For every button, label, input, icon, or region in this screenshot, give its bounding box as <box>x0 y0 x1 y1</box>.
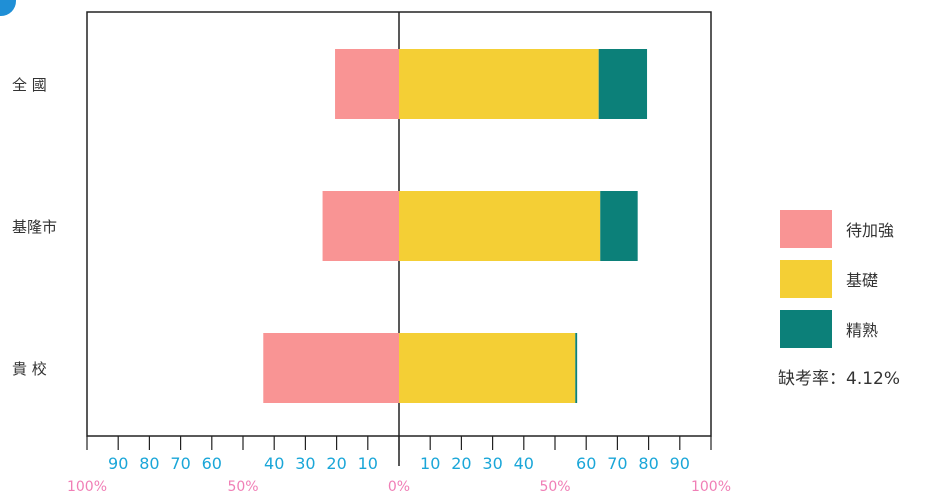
bar-精熟 <box>575 333 578 403</box>
legend: 待加強 基礎 精熟 <box>780 210 894 360</box>
percent-label: 100% <box>67 479 107 495</box>
tick-label: 10 <box>358 454 378 473</box>
percent-label: 100% <box>691 479 731 495</box>
tick-label: 30 <box>482 454 502 473</box>
bar-精熟 <box>600 191 638 261</box>
tick-label: 80 <box>638 454 658 473</box>
tick-label: 30 <box>295 454 315 473</box>
legend-label-proficient: 精熟 <box>846 321 879 340</box>
tick-label: 70 <box>607 454 627 473</box>
bar-基礎 <box>399 191 601 261</box>
category-label: 基隆市 <box>12 218 57 236</box>
legend-label-basic: 基礎 <box>846 271 879 290</box>
bar-基礎 <box>399 49 599 119</box>
legend-item-proficient: 精熟 <box>780 310 894 348</box>
bar-基礎 <box>399 333 576 403</box>
percent-label: 0% <box>388 479 410 495</box>
bar-待加強 <box>335 49 399 119</box>
tick-label: 60 <box>576 454 596 473</box>
tick-label: 40 <box>264 454 284 473</box>
absence-rate: 缺考率：4.12% <box>778 369 901 389</box>
tick-label: 70 <box>170 454 190 473</box>
legend-item-basic: 基礎 <box>780 260 894 298</box>
bar-待加強 <box>263 333 399 403</box>
tick-label: 40 <box>514 454 534 473</box>
legend-swatch-basic <box>780 260 832 298</box>
percent-label: 50% <box>539 479 570 495</box>
percent-label: 50% <box>227 479 258 495</box>
tick-label: 80 <box>139 454 159 473</box>
category-label: 全 國 <box>12 76 47 94</box>
category-label: 貴 校 <box>12 360 47 378</box>
legend-swatch-weak <box>780 210 832 248</box>
tick-label: 10 <box>420 454 440 473</box>
bar-待加強 <box>322 191 399 261</box>
legend-swatch-proficient <box>780 310 832 348</box>
bar-精熟 <box>598 49 648 119</box>
tick-label: 20 <box>451 454 471 473</box>
tick-label: 20 <box>326 454 346 473</box>
tick-label: 60 <box>202 454 222 473</box>
legend-item-weak: 待加強 <box>780 210 894 248</box>
tick-label: 90 <box>108 454 128 473</box>
legend-label-weak: 待加強 <box>846 221 895 240</box>
tick-label: 90 <box>670 454 690 473</box>
